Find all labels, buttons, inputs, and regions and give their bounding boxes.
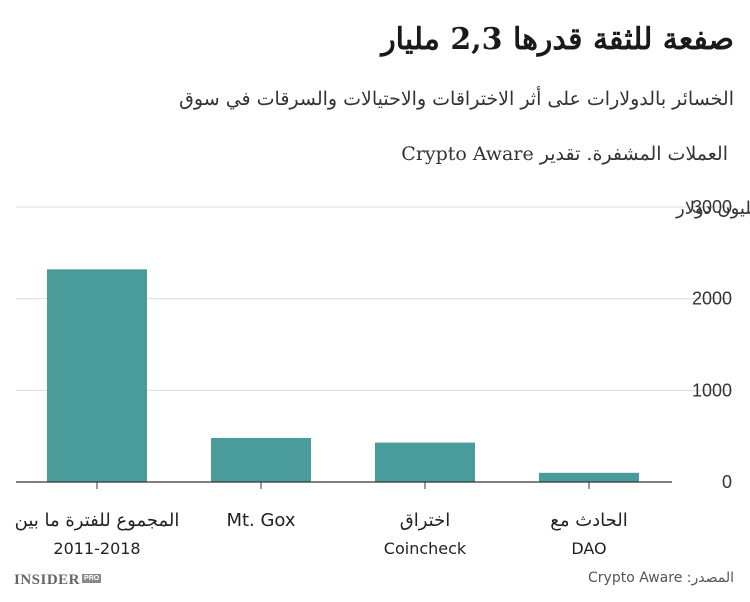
x-tick-label: Coincheck [384, 539, 467, 558]
x-tick-label: اختراق [400, 510, 450, 531]
y-tick-label: 3000 [692, 197, 732, 217]
x-axis-labels: المجموع للفترة ما بين 2011-2018 Mt. Gox اخت… [15, 510, 628, 558]
y-tick-label: 0 [722, 472, 732, 492]
insider-pro-logo: INSIDER PRO [14, 572, 102, 592]
logo-text: INSIDER [14, 572, 81, 588]
y-tick-label: 2000 [692, 289, 732, 309]
bars [47, 269, 639, 482]
x-tick-label: الحادث مع [550, 510, 628, 531]
bar [375, 442, 475, 482]
bar [47, 269, 147, 482]
logo-badge: PRO [82, 574, 102, 583]
bar [539, 472, 639, 482]
chart-title: صفعة للثقة قدرها 2,3 مليار [381, 22, 734, 57]
y-axis-ticks: 0 1000 2000 3000 [692, 197, 732, 492]
chart-subtitle-line-1: الخسائر بالدولارات على أثر الاختراقات وا… [179, 88, 734, 110]
x-tick-label: 2011-2018 [53, 539, 140, 558]
x-tick-label: Mt. Gox [226, 510, 295, 531]
y-tick-label: 1000 [692, 380, 732, 400]
chart-subtitle-line-2: العملات المشفرة. تقدير Crypto Aware [401, 143, 728, 165]
x-axis [16, 481, 672, 489]
source-note: المصدر: Crypto Aware [588, 570, 734, 586]
bar [211, 438, 311, 482]
y-axis-label: مليون دولار [675, 198, 750, 219]
x-tick-label: المجموع للفترة ما بين [15, 510, 180, 531]
x-tick-label: DAO [571, 539, 606, 558]
